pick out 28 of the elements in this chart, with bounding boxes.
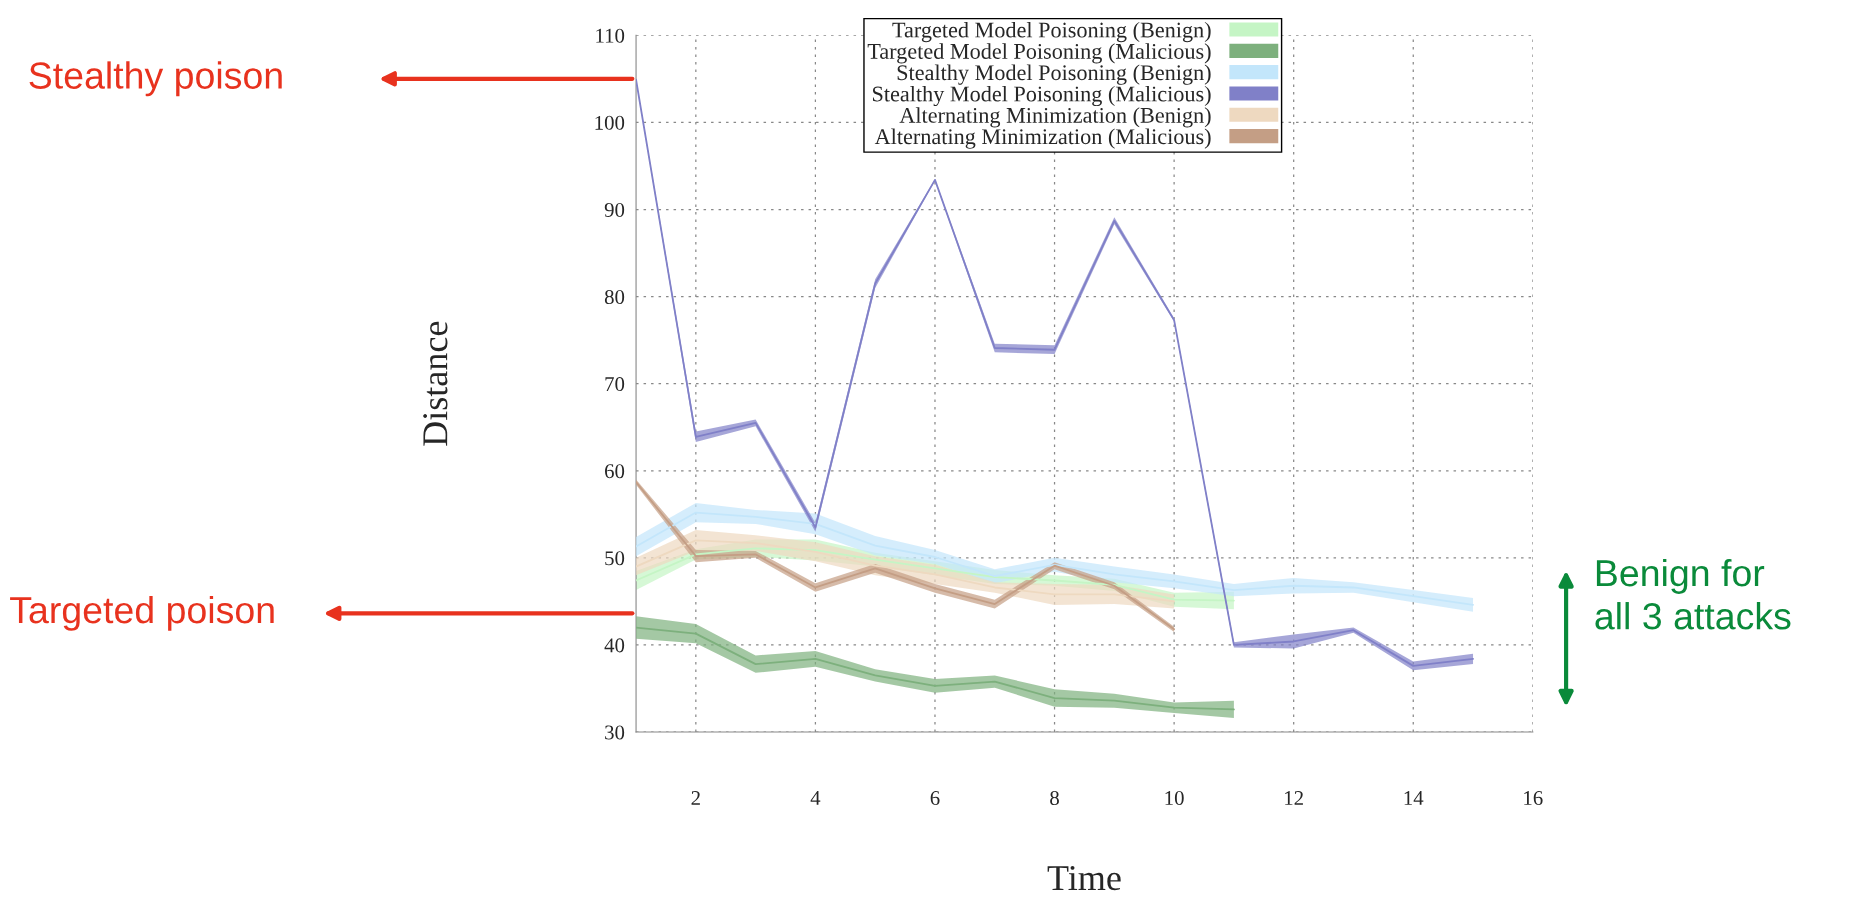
y-tick-label: 80 [604,289,625,305]
text: Targeted poison [10,595,274,631]
text: Benign for all 3 attacks [1595,558,1791,630]
x-axis-title: Time [1047,865,1121,891]
x-tick-label: 4 [810,791,821,805]
y-tick-label: 60 [605,464,625,479]
x-tick-label: 12 [1285,791,1303,805]
x-tick-label: 8 [1050,790,1059,806]
legend-label: Targeted Model Poisoning (Malicious) [867,43,1211,64]
y-tick-label: 90 [604,202,625,217]
y-tick-label: 50 [605,551,625,566]
x-tick-label: 2 [691,791,700,805]
x-tick-label: 16 [1524,791,1543,806]
text: Stealthy poison [29,61,282,97]
y-axis-title: Distance [423,321,448,446]
legend-label: Stealthy Model Poisoning (Malicious) [872,85,1211,107]
x-tick-label: 10 [1165,790,1184,806]
y-tick-label: 110 [596,28,625,43]
y-tick-label: 40 [604,638,625,653]
x-tick-label: 14 [1404,791,1424,805]
x-tick-label: 6 [930,791,940,806]
y-tick-label: 100 [595,115,625,130]
legend-label: Targeted Model Poisoning (Benign) [892,21,1211,43]
y-tick-label: 30 [605,725,625,740]
legend-label: Stealthy Model Poisoning (Benign) [897,64,1211,85]
legend-label: Alternating Minimization (Malicious) [874,128,1211,149]
legend-label: Alternating Minimization (Benign) [899,107,1211,128]
y-tick-label: 70 [605,377,625,392]
